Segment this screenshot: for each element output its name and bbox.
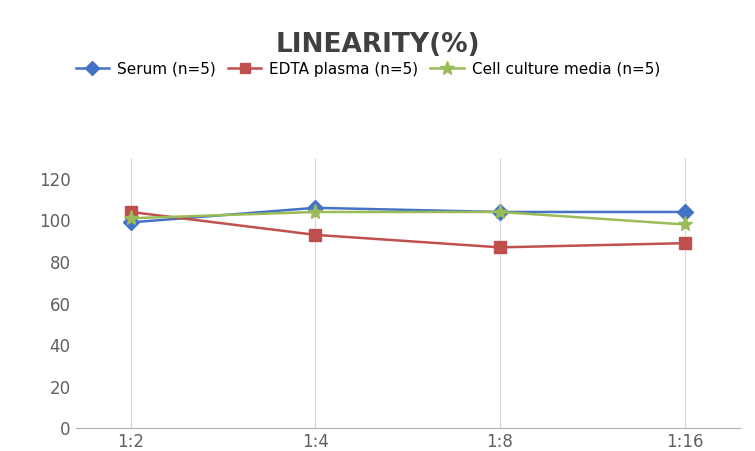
Text: LINEARITY(%): LINEARITY(%) (275, 32, 480, 58)
Legend: Serum (n=5), EDTA plasma (n=5), Cell culture media (n=5): Serum (n=5), EDTA plasma (n=5), Cell cul… (76, 62, 660, 77)
